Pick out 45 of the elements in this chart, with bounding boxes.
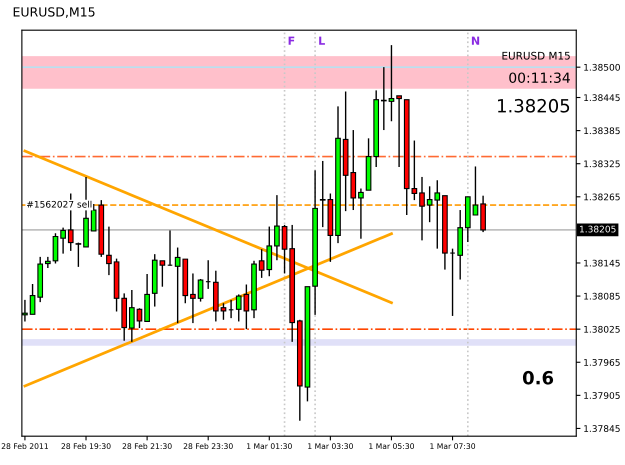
y-tick-label: 1.37965 (584, 358, 620, 366)
y-tick-label: 1.38085 (584, 292, 620, 300)
y-tick-label: 1.38265 (584, 194, 620, 200)
candlestick (205, 260, 212, 290)
ref-line-label: L (319, 36, 325, 45)
candlestick (244, 284, 250, 330)
candlestick (258, 248, 264, 279)
y-tick-label: 1.38325 (584, 160, 620, 168)
y-tick-label: 1.37845 (584, 425, 620, 432)
candlestick (320, 160, 326, 228)
ref-line-label: 1.38205 (580, 226, 616, 233)
candlestick (76, 242, 82, 268)
candlestick (358, 188, 364, 240)
y-tick-label: 1.38445 (584, 94, 620, 102)
candlestick (220, 302, 226, 320)
candlestick (450, 248, 456, 317)
candlestick (412, 140, 418, 201)
candlestick (426, 186, 432, 223)
candlestick (160, 260, 166, 288)
y-tick-label: 1.38025 (584, 326, 620, 333)
ref-line-label: #1562027 sell (27, 200, 92, 208)
annotation: 0.6 (522, 370, 554, 385)
annotation: 1.38205 (498, 98, 570, 113)
candlestick (236, 294, 242, 322)
annotation: EURUSD M15 (502, 52, 570, 60)
candlestick (44, 256, 51, 269)
candlestick (60, 226, 66, 254)
chart-title: EURUSD,M15 (14, 7, 95, 18)
candlestick (228, 299, 234, 319)
y-tick-label: 1.38500 (584, 64, 620, 71)
y-tick-label: 1.38385 (584, 127, 620, 134)
candlestick (136, 308, 142, 329)
candlestick (174, 246, 180, 324)
y-tick-label: 1.37905 (584, 392, 620, 399)
candlestick (167, 230, 173, 266)
annotation: 00:11:34 (509, 72, 570, 83)
candlestick (90, 203, 96, 232)
ref-line-label: N (472, 36, 480, 45)
candlestick (266, 226, 272, 277)
candlestick (419, 176, 425, 242)
y-tick-label: 1.38145 (584, 260, 620, 267)
candlestick (128, 289, 135, 343)
candlestick (380, 66, 387, 131)
candlestick (434, 180, 440, 250)
ref-line-label: F (288, 36, 294, 45)
